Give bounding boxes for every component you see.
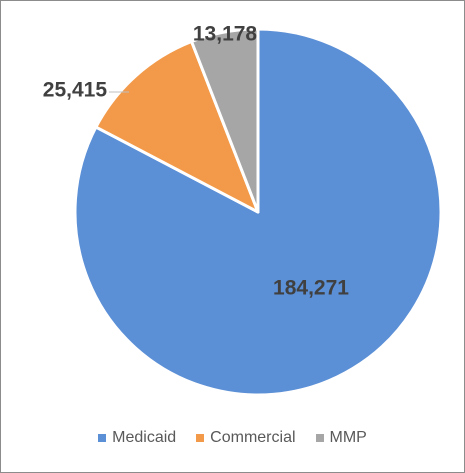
legend-label-commercial: Commercial (210, 429, 296, 446)
legend: Medicaid Commercial MMP (1, 429, 464, 447)
data-label-mmp: 13,178 (193, 23, 258, 46)
legend-item-commercial: Commercial (196, 429, 296, 447)
legend-label-medicaid: Medicaid (112, 429, 177, 446)
legend-swatch-mmp (315, 434, 324, 442)
data-label-medicaid: 184,271 (273, 277, 349, 300)
pie-slice-medicaid (73, 27, 443, 397)
legend-swatch-medicaid (98, 434, 107, 442)
pie-slice-commercial (94, 39, 260, 214)
legend-label-mmp: MMP (329, 429, 367, 446)
legend-item-mmp: MMP (315, 429, 367, 447)
pie-slice-mmp (190, 27, 260, 214)
data-label-commercial: 25,415 (43, 79, 108, 102)
legend-swatch-commercial (196, 434, 205, 442)
legend-item-medicaid: Medicaid (98, 429, 176, 447)
